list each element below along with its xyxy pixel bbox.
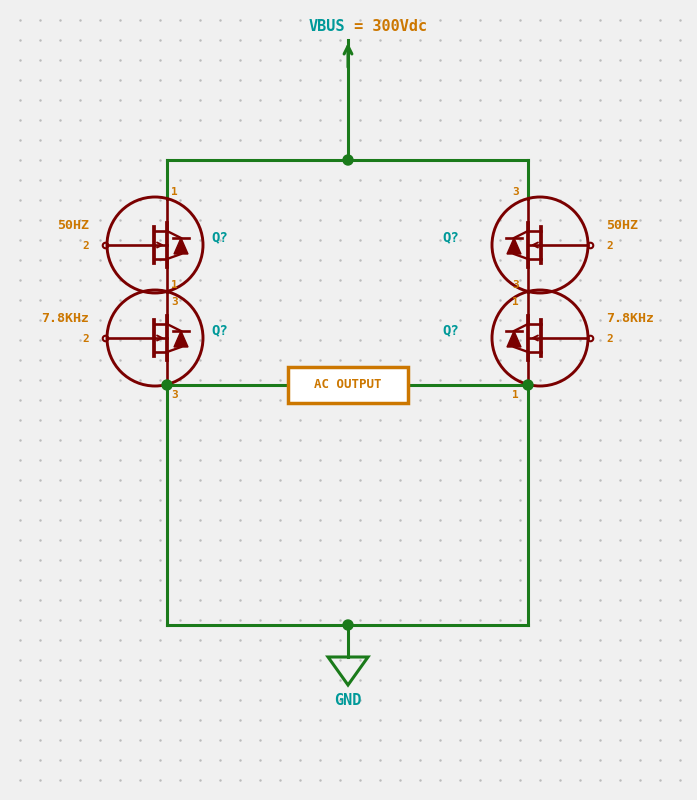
- Polygon shape: [507, 238, 521, 254]
- Text: 7.8KHz: 7.8KHz: [606, 312, 654, 325]
- Text: Q?: Q?: [211, 323, 228, 337]
- Text: 1: 1: [171, 187, 178, 197]
- Text: 7.8KHz: 7.8KHz: [41, 312, 89, 325]
- Text: VBUS: VBUS: [309, 19, 345, 34]
- Text: 2: 2: [606, 334, 613, 344]
- Text: 3: 3: [171, 297, 178, 307]
- Circle shape: [343, 155, 353, 165]
- Text: Q?: Q?: [211, 230, 228, 244]
- Circle shape: [523, 380, 533, 390]
- Text: = 300Vdc: = 300Vdc: [345, 19, 427, 34]
- Polygon shape: [174, 238, 188, 254]
- Text: 2: 2: [82, 241, 89, 251]
- Text: 2: 2: [606, 241, 613, 251]
- Text: 1: 1: [512, 390, 519, 400]
- Circle shape: [343, 620, 353, 630]
- FancyBboxPatch shape: [288, 367, 408, 403]
- Text: 1: 1: [512, 297, 519, 307]
- Text: 50HZ: 50HZ: [57, 219, 89, 232]
- Text: 50HZ: 50HZ: [606, 219, 638, 232]
- Text: 3: 3: [512, 187, 519, 197]
- Text: 3: 3: [512, 280, 519, 290]
- Text: GND: GND: [335, 693, 362, 708]
- Text: Q?: Q?: [442, 230, 459, 244]
- Text: 3: 3: [171, 390, 178, 400]
- Text: AC OUTPUT: AC OUTPUT: [314, 378, 382, 391]
- Polygon shape: [507, 331, 521, 347]
- Text: 2: 2: [82, 334, 89, 344]
- Text: Q?: Q?: [442, 323, 459, 337]
- Polygon shape: [174, 331, 188, 347]
- Circle shape: [162, 380, 172, 390]
- Text: 1: 1: [171, 280, 178, 290]
